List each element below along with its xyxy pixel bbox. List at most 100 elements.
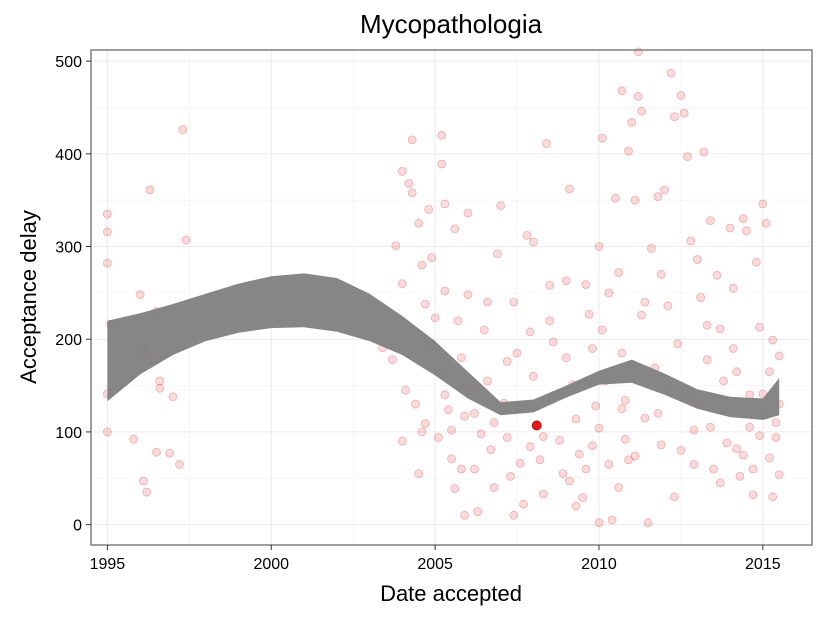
data-point	[522, 230, 532, 240]
smooth-band-layer	[107, 273, 780, 420]
data-point	[633, 91, 643, 101]
data-point	[758, 199, 768, 209]
data-point	[525, 327, 535, 337]
x-axis-title: Date accepted	[380, 581, 522, 606]
data-point	[440, 286, 450, 296]
y-tick-label: 500	[55, 54, 82, 71]
data-point	[103, 258, 112, 268]
data-point	[732, 367, 741, 377]
data-point	[145, 185, 155, 195]
data-point	[565, 476, 574, 486]
y-tick-label: 0	[73, 518, 82, 535]
data-point	[706, 422, 715, 432]
data-point	[715, 478, 725, 488]
data-point	[420, 299, 430, 309]
data-point	[676, 445, 686, 455]
data-point	[538, 489, 548, 499]
data-point	[456, 353, 466, 363]
data-point	[728, 344, 738, 353]
data-point	[178, 125, 188, 135]
data-point	[129, 434, 139, 444]
data-point	[702, 355, 712, 365]
data-point	[617, 404, 627, 414]
data-point	[489, 483, 499, 492]
data-point	[142, 487, 152, 497]
data-point	[473, 507, 483, 517]
data-point	[433, 433, 443, 442]
y-tick-label: 100	[55, 425, 82, 442]
data-point	[437, 130, 447, 140]
data-point	[460, 411, 470, 421]
axis-layer: 1995 2000 2005 2010 2015 0 100 200 300 400 500	[55, 54, 780, 573]
data-point	[417, 427, 427, 437]
data-point	[545, 316, 555, 326]
data-point	[627, 117, 637, 127]
data-point	[594, 423, 604, 433]
data-point	[397, 279, 407, 289]
data-point	[420, 419, 430, 429]
data-point	[538, 432, 548, 441]
data-point	[732, 444, 741, 454]
data-point	[765, 367, 774, 377]
data-point	[617, 348, 627, 358]
data-point	[748, 464, 758, 474]
data-point	[738, 214, 748, 224]
data-point	[168, 392, 178, 402]
data-point	[761, 218, 771, 228]
data-point	[578, 493, 587, 503]
data-point	[748, 490, 758, 500]
data-point	[597, 325, 607, 335]
data-point	[397, 436, 407, 446]
data-point	[663, 301, 673, 311]
data-point	[594, 518, 604, 528]
data-point	[407, 188, 417, 198]
x-tick-label: 2015	[745, 556, 781, 573]
data-point	[745, 390, 755, 400]
data-point	[135, 290, 145, 300]
data-point	[456, 464, 466, 474]
data-point	[656, 269, 666, 279]
data-point	[103, 227, 112, 237]
data-point	[656, 440, 666, 450]
data-point	[745, 422, 755, 432]
data-point	[696, 293, 705, 302]
data-point	[630, 451, 640, 461]
data-point	[548, 337, 558, 347]
data-point	[489, 418, 499, 428]
data-point	[673, 339, 682, 349]
data-point	[175, 459, 184, 469]
data-point	[469, 464, 479, 474]
data-point	[545, 280, 555, 290]
data-point	[476, 429, 486, 439]
data-point	[443, 405, 453, 415]
data-point	[719, 376, 728, 386]
data-point	[555, 435, 564, 445]
y-tick-label: 300	[55, 240, 82, 257]
data-point	[509, 297, 519, 307]
data-point	[561, 276, 571, 286]
data-point	[640, 413, 650, 423]
data-point	[535, 455, 545, 465]
data-point	[712, 270, 722, 280]
data-point	[430, 313, 440, 323]
highlight-layer	[531, 420, 542, 431]
data-point	[633, 47, 643, 57]
data-point	[181, 235, 191, 245]
data-point	[683, 152, 692, 162]
data-point	[624, 455, 633, 465]
chart-title: Mycopathologia	[360, 9, 543, 39]
data-point	[103, 209, 112, 219]
data-point	[666, 68, 676, 78]
data-point	[620, 395, 630, 405]
data-point	[604, 459, 614, 469]
data-point	[460, 510, 470, 520]
data-point	[463, 290, 473, 300]
data-point	[755, 431, 764, 441]
data-point	[450, 484, 460, 493]
data-point	[594, 242, 604, 251]
data-point	[486, 445, 496, 454]
data-point	[692, 255, 702, 264]
data-point	[689, 425, 699, 435]
